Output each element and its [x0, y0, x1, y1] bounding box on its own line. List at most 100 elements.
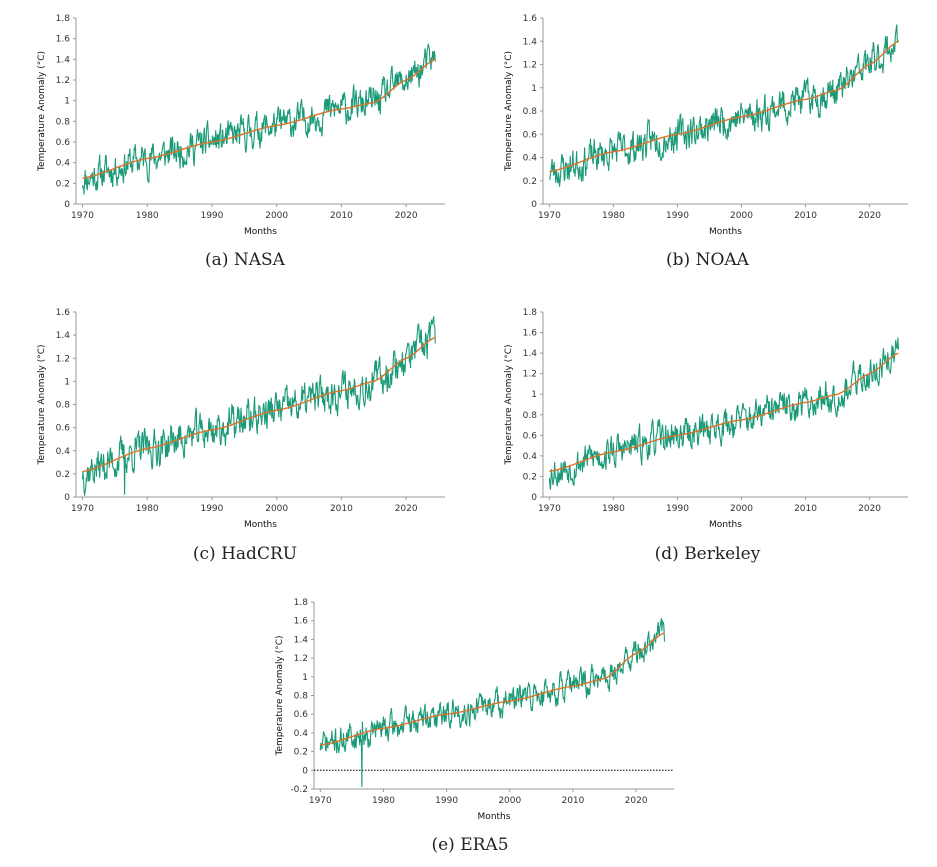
x-tick-label: 1970	[538, 211, 561, 221]
y-tick-label: -0.2	[290, 785, 308, 795]
y-tick-label: 1	[64, 377, 70, 387]
x-tick-label: 2020	[395, 504, 418, 514]
x-axis-title: Months	[244, 227, 277, 237]
y-tick-label: 1	[64, 97, 70, 107]
chart-panel-era5: -0.2 0 0.2 0.4 0.6 0.8 1 1.2 1.4 1.6 1.8 1970 1980 19…	[240, 590, 700, 867]
x-tick-label: 1980	[602, 504, 625, 514]
chart-panel-hadcru: 0 0.2 0.4 0.6 0.8 1 1.2 1.4 1.6 1970 1980 1990 2000 2…	[0, 294, 460, 574]
caption-hadcru: (c) HadCRU	[192, 544, 298, 564]
y-tick-label: 0.2	[294, 748, 308, 758]
x-tick-label: 1990	[200, 504, 223, 514]
x-axis-title: Months	[709, 227, 742, 237]
caption-berkeley: (d) Berkeley	[654, 544, 761, 564]
chart-noaa: 0 0.2 0.4 0.6 0.8 1 1.2 1.4 1.6 1970 1980 1990 2000 2…	[504, 14, 908, 237]
y-tick-label: 1.2	[56, 76, 70, 86]
y-tick-label: 1.4	[56, 331, 71, 341]
x-tick-label: 2010	[330, 211, 353, 221]
y-tick-label: 0.6	[523, 130, 538, 140]
trend-line	[549, 352, 899, 472]
y-tick-label: 0.4	[56, 159, 71, 169]
y-tick-label: 0.8	[56, 117, 71, 127]
y-tick-label: 1.8	[56, 14, 71, 24]
y-tick-label: 0.4	[523, 452, 538, 462]
y-tick-label: 1.2	[523, 61, 537, 71]
chart-panel-noaa: 0 0.2 0.4 0.6 0.8 1 1.2 1.4 1.6 1970 1980 1990 2000 2…	[465, 0, 935, 280]
raw-series-line	[81, 43, 436, 195]
y-tick-label: 0.4	[294, 729, 309, 739]
chart-panel-berkeley: 0 0.2 0.4 0.6 0.8 1 1.2 1.4 1.6 1.8 1970 1980 1990 20…	[465, 294, 935, 574]
y-tick-label: 0.8	[294, 692, 309, 702]
y-tick-label: 1.6	[56, 35, 71, 45]
x-tick-label: 1990	[200, 211, 223, 221]
y-tick-label: 0.6	[294, 710, 309, 720]
raw-series-line	[81, 316, 436, 496]
y-axis-title: Temperature Anomaly (°C)	[275, 635, 285, 756]
y-tick-label: 1.2	[56, 354, 70, 364]
x-tick-label: 2000	[730, 504, 753, 514]
chart-hadcru: 0 0.2 0.4 0.6 0.8 1 1.2 1.4 1.6 1970 1980 1990 2000 2…	[37, 308, 445, 530]
y-tick-label: 1.6	[294, 617, 309, 627]
x-tick-label: 2020	[625, 796, 648, 806]
y-tick-label: 0.6	[56, 138, 71, 148]
chart-era5: -0.2 0 0.2 0.4 0.6 0.8 1 1.2 1.4 1.6 1.8 1970 1980 19…	[275, 598, 674, 822]
x-tick-label: 2010	[330, 504, 353, 514]
y-tick-label: 0.2	[523, 472, 537, 482]
y-tick-label: 1.8	[294, 598, 309, 608]
y-tick-label: 1.4	[523, 349, 538, 359]
y-tick-label: 0.2	[56, 470, 70, 480]
y-tick-label: 0	[302, 766, 308, 776]
y-tick-label: 0	[531, 493, 537, 503]
x-tick-label: 1970	[71, 504, 94, 514]
trend-line	[82, 336, 436, 473]
y-tick-label: 1.2	[294, 654, 308, 664]
y-tick-label: 1.4	[56, 55, 71, 65]
x-tick-label: 2010	[561, 796, 584, 806]
raw-series-line	[548, 337, 899, 490]
y-tick-label: 1.2	[523, 370, 537, 380]
y-tick-label: 1.4	[523, 37, 538, 47]
y-tick-label: 1	[531, 390, 537, 400]
y-tick-label: 0.6	[56, 424, 71, 434]
x-tick-label: 1980	[136, 211, 159, 221]
y-tick-label: 1	[531, 84, 537, 94]
y-tick-label: 0.6	[523, 431, 538, 441]
raw-series-line	[319, 618, 666, 788]
chart-nasa: 0 0.2 0.4 0.6 0.8 1 1.2 1.4 1.6 1.8 1970 1980 1990 20…	[37, 14, 445, 237]
trend-line	[82, 58, 436, 179]
x-tick-label: 2010	[794, 211, 817, 221]
x-tick-label: 2010	[794, 504, 817, 514]
raw-series-line	[549, 24, 899, 187]
x-tick-label: 2020	[395, 211, 418, 221]
y-tick-label: 1	[302, 673, 308, 683]
y-tick-label: 0.8	[56, 401, 71, 411]
y-tick-label: 1.6	[56, 308, 71, 318]
x-tick-label: 1970	[538, 504, 561, 514]
x-tick-label: 2000	[265, 211, 288, 221]
x-tick-label: 1980	[136, 504, 159, 514]
y-tick-label: 0.8	[523, 411, 538, 421]
y-tick-label: 0.2	[56, 179, 70, 189]
x-tick-label: 2020	[858, 504, 881, 514]
y-tick-label: 0.8	[523, 107, 538, 117]
y-tick-label: 0	[64, 493, 70, 503]
x-axis-title: Months	[244, 520, 277, 530]
chart-berkeley: 0 0.2 0.4 0.6 0.8 1 1.2 1.4 1.6 1.8 1970 1980 1990 20…	[504, 308, 908, 530]
x-tick-label: 1990	[666, 211, 689, 221]
y-tick-label: 1.4	[294, 635, 309, 645]
y-tick-label: 0	[531, 200, 537, 210]
y-axis-title: Temperature Anomaly (°C)	[37, 344, 47, 465]
x-tick-label: 2000	[498, 796, 521, 806]
y-axis-title: Temperature Anomaly (°C)	[37, 51, 47, 172]
trend-line	[549, 40, 899, 173]
y-tick-label: 0.4	[523, 154, 538, 164]
x-tick-label: 1970	[71, 211, 94, 221]
caption-era5: (e) ERA5	[431, 835, 509, 855]
x-tick-label: 2000	[265, 504, 288, 514]
y-tick-label: 0.4	[56, 447, 71, 457]
x-tick-label: 2000	[730, 211, 753, 221]
x-axis-title: Months	[709, 520, 742, 530]
y-tick-label: 0.2	[523, 177, 537, 187]
trend-line	[320, 632, 665, 746]
x-tick-label: 1980	[602, 211, 625, 221]
x-tick-label: 1980	[372, 796, 395, 806]
